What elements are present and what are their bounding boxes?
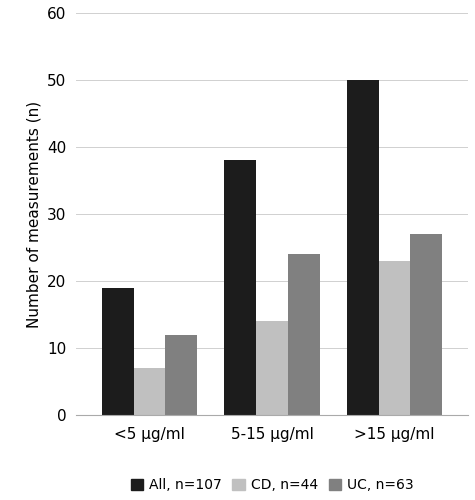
Bar	[288, 254, 320, 415]
Bar	[224, 160, 256, 415]
Y-axis label: Number of measurements (n): Number of measurements (n)	[26, 100, 41, 328]
Bar	[165, 334, 197, 415]
Bar	[102, 288, 133, 415]
Legend: All, n=107, CD, n=44, UC, n=63: All, n=107, CD, n=44, UC, n=63	[126, 474, 418, 496]
Bar	[379, 261, 410, 415]
Bar	[410, 234, 442, 415]
Bar	[347, 80, 379, 415]
Bar	[256, 321, 288, 415]
Bar	[133, 368, 165, 415]
